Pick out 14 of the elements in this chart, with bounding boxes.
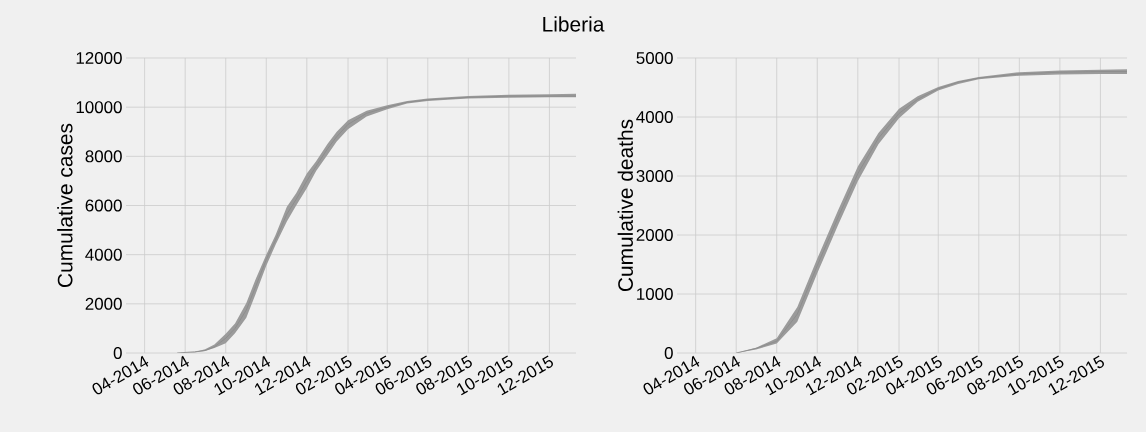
y-axis-title: Cumulative deaths (617, 119, 633, 292)
y-tick-label: 12000 (76, 52, 122, 64)
y-tick-label: 1000 (637, 288, 673, 300)
y-tick-label: 4000 (85, 248, 122, 261)
y-tick-label: 10000 (76, 101, 122, 114)
y-tick-label: 2000 (85, 297, 122, 310)
y-axis-title: Cumulative cases (57, 123, 73, 287)
y-tick-label: 2000 (636, 229, 673, 241)
y-tick-label: 8000 (85, 150, 122, 163)
y-tick-label: 5000 (636, 52, 673, 64)
y-tick-label: 4000 (636, 111, 673, 123)
chart-title: Liberia (543, 16, 605, 32)
y-tick-label: 3000 (636, 170, 673, 182)
y-tick-label: 6000 (85, 199, 122, 212)
